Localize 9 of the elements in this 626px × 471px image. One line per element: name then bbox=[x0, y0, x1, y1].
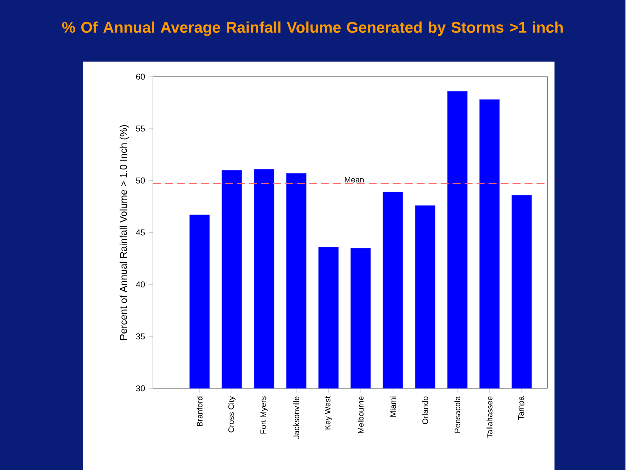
chart-title: % Of Annual Average Rainfall Volume Generated by Storms >1 inch bbox=[62, 22, 563, 36]
y-axis-title: Percent of Annual Rainfall Volume > 1.0 Inch (%) bbox=[120, 126, 130, 340]
y-tick-label: 60 bbox=[136, 74, 146, 80]
y-tick-label: 30 bbox=[136, 386, 146, 392]
y-tick-label: 45 bbox=[136, 230, 146, 236]
y-tick-label: 50 bbox=[136, 178, 146, 184]
y-tick-label: 35 bbox=[136, 334, 146, 340]
y-tick-label: 40 bbox=[136, 282, 146, 288]
y-tick-label: 55 bbox=[136, 126, 146, 132]
